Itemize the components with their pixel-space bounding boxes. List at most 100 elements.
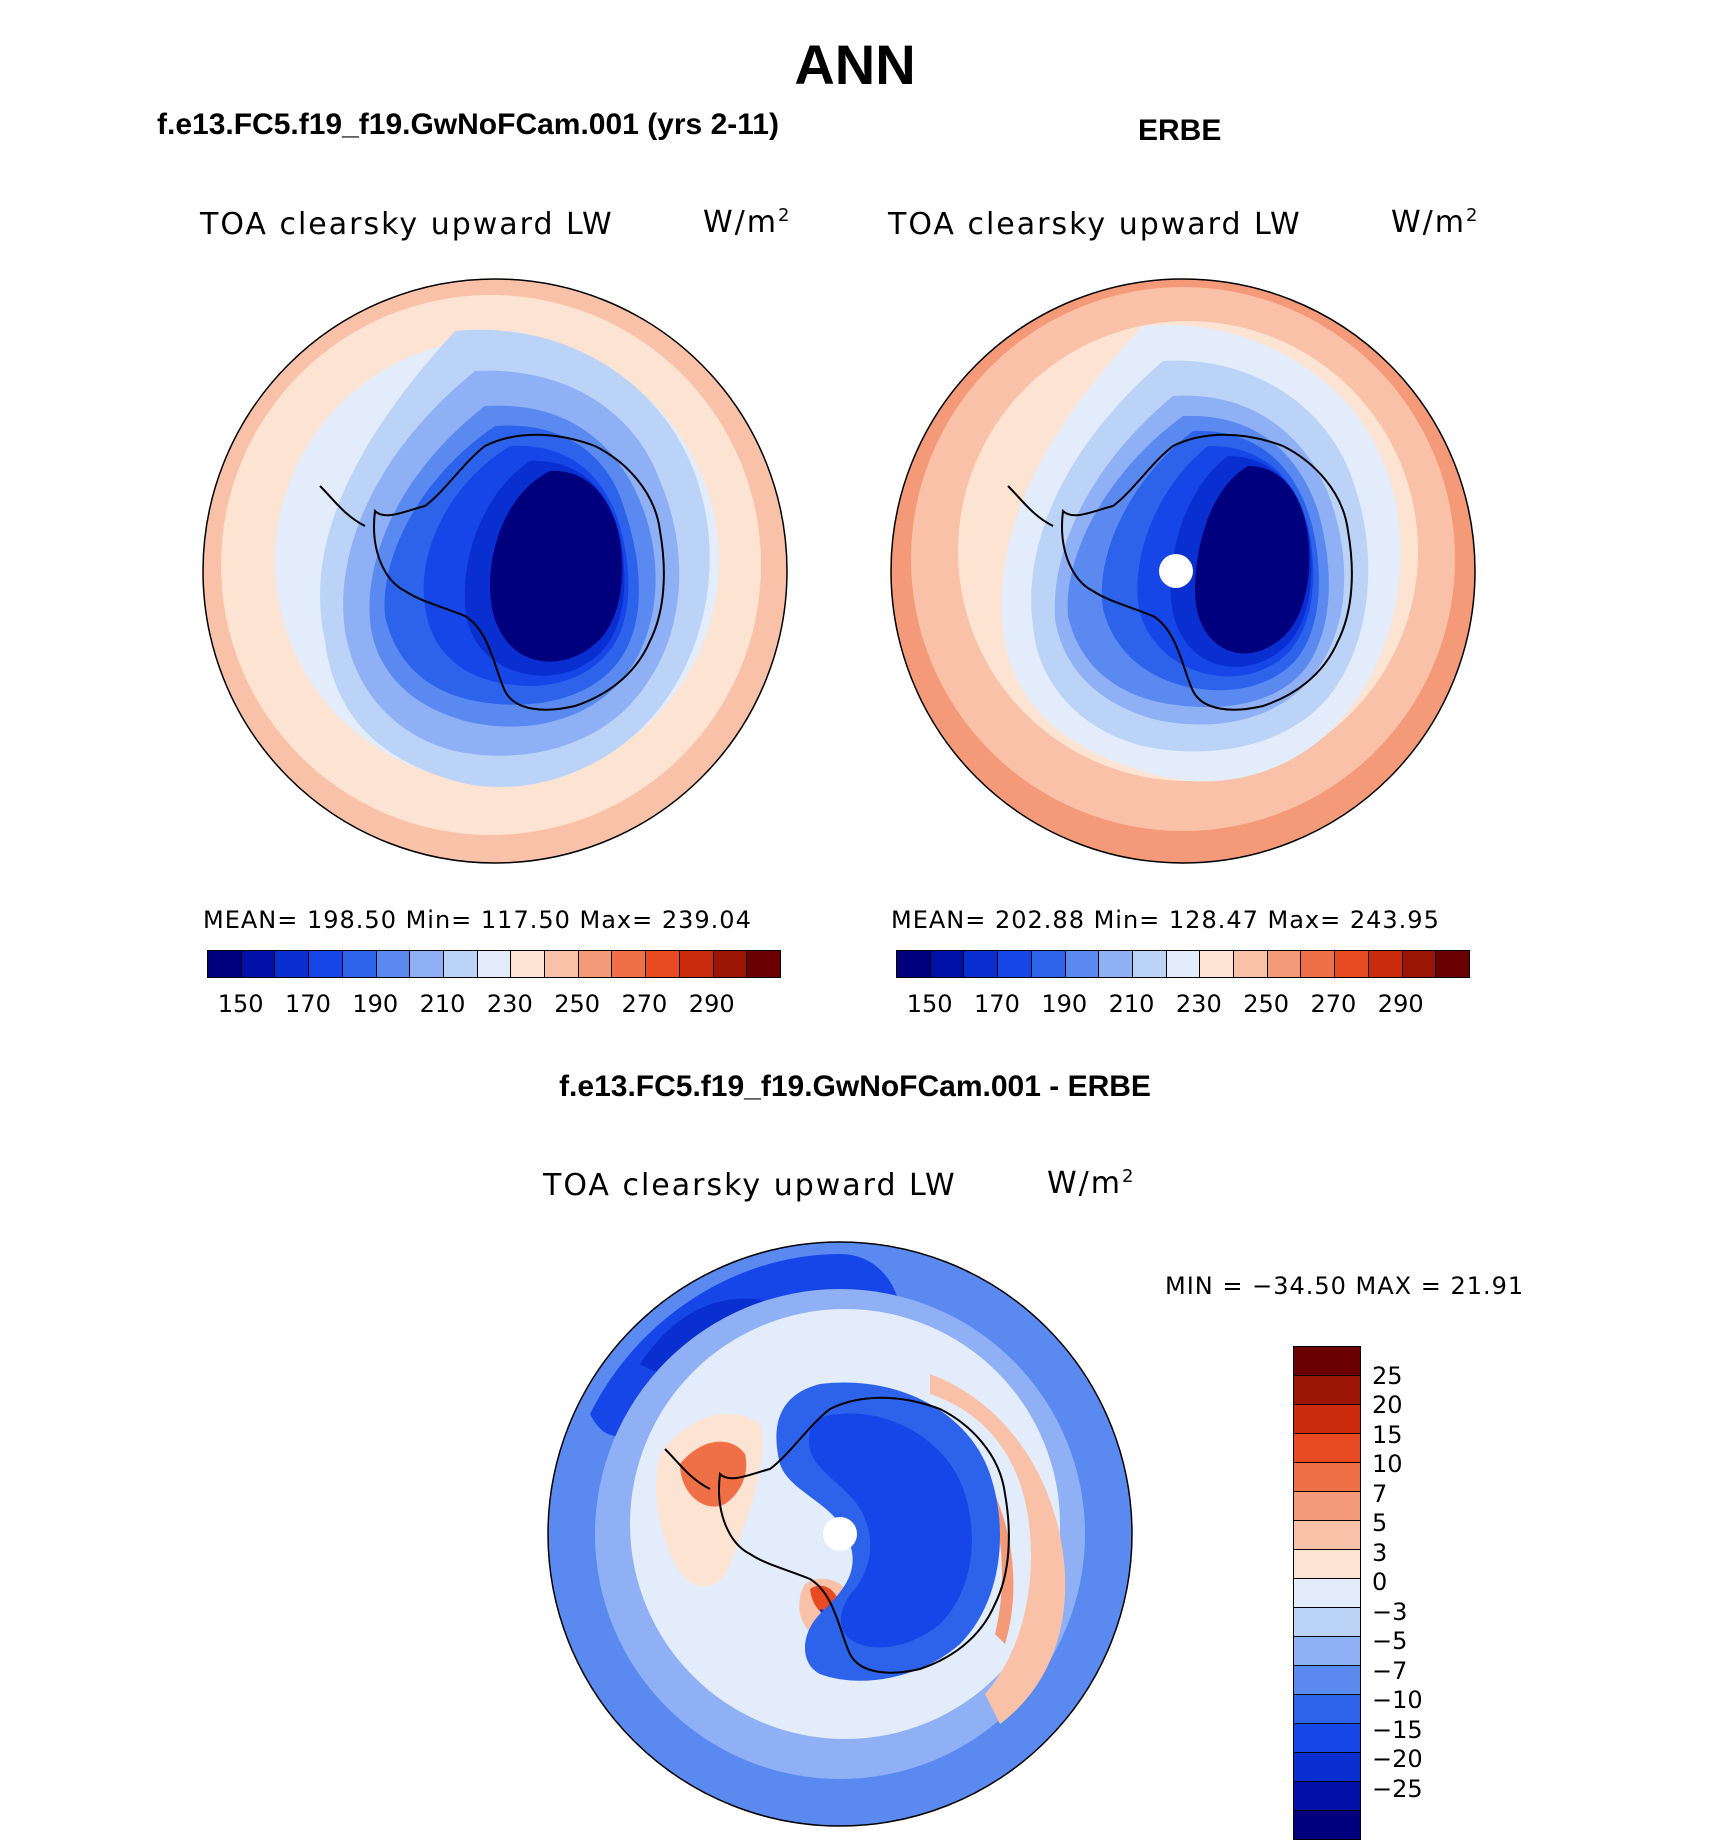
colorbar-swatch — [342, 951, 377, 977]
colorbar-swatch — [1200, 951, 1235, 977]
diff-stats: MIN = −34.50 MAX = 21.91 — [1165, 1272, 1525, 1300]
colorbar-tick-label: 15 — [1372, 1420, 1403, 1449]
colorbar-swatch — [1294, 1521, 1360, 1550]
colorbar-swatch — [443, 951, 478, 977]
colorbar-swatch — [1301, 951, 1336, 977]
colorbar-swatch — [646, 951, 680, 977]
colorbar-tick-label: 150 — [217, 990, 264, 1018]
colorbar-tick-label: 10 — [1372, 1450, 1403, 1478]
colorbar-swatch — [1031, 951, 1066, 977]
colorbar-swatch — [1294, 1753, 1360, 1782]
colorbar-swatch — [1294, 1724, 1360, 1753]
colorbar-swatch — [930, 951, 965, 977]
colorbar-tick-label: 290 — [688, 990, 735, 1018]
colorbar-swatch — [1294, 1463, 1360, 1492]
page-title: ANN — [794, 33, 916, 96]
colorbar-tick-label: 150 — [906, 990, 953, 1018]
colorbar-swatch — [578, 951, 613, 977]
colorbar-swatch — [376, 951, 411, 977]
colorbar-tick-label: 7 — [1372, 1479, 1388, 1508]
colorbar-swatch — [679, 951, 714, 977]
colorbar-tick-label: 210 — [419, 990, 466, 1018]
colorbar-swatch — [511, 951, 546, 977]
colorbar-tick-label: 20 — [1372, 1391, 1403, 1419]
colorbar-tick-label: 5 — [1372, 1509, 1388, 1537]
colorbar-swatch — [1335, 951, 1369, 977]
colorbar-swatch — [713, 951, 748, 977]
colorbar-swatch — [964, 951, 999, 977]
colorbar-tick-label: −5 — [1372, 1627, 1408, 1655]
colorbar-swatch — [1294, 1666, 1360, 1695]
obs-map — [890, 278, 1476, 864]
colorbar-tick-label: 25 — [1372, 1361, 1403, 1390]
colorbar-swatch — [1132, 951, 1167, 977]
colorbar-swatch — [998, 951, 1032, 977]
model-case-title: f.e13.FC5.f19_f19.GwNoFCam.001 (yrs 2-11… — [157, 108, 779, 141]
colorbar-tick-label: 190 — [352, 990, 399, 1018]
colorbar-tick-label: 190 — [1041, 990, 1088, 1018]
diff-map — [547, 1241, 1133, 1827]
colorbar-swatch — [208, 951, 242, 977]
colorbar-swatch — [747, 951, 780, 977]
model-map — [202, 278, 788, 864]
model-colorbar-ticks: 150 170 190 210 230 250 270 290 — [207, 990, 779, 1020]
obs-stats: MEAN= 202.88 Min= 128.47 Max= 243.95 — [891, 906, 1440, 934]
colorbar-swatch — [1234, 951, 1268, 977]
colorbar-swatch — [1294, 1405, 1360, 1434]
colorbar-swatch — [241, 951, 276, 977]
model-units-label: W/m2 — [703, 205, 792, 240]
model-stats: MEAN= 198.50 Min= 117.50 Max= 239.04 — [203, 906, 752, 934]
diff-variable-label: TOA clearsky upward LW — [543, 1168, 957, 1203]
colorbar-swatch — [275, 951, 310, 977]
colorbar-swatch — [1294, 1782, 1360, 1811]
colorbar-tick-label: 170 — [285, 990, 331, 1018]
colorbar-swatch — [1294, 1434, 1360, 1463]
colorbar-tick-label: 230 — [486, 990, 533, 1018]
colorbar-tick-label: −7 — [1372, 1656, 1408, 1685]
diff-colorbar — [1293, 1346, 1361, 1840]
obs-colorbar — [896, 950, 1470, 978]
colorbar-tick-label: 250 — [554, 990, 601, 1018]
obs-variable-label: TOA clearsky upward LW — [888, 207, 1302, 242]
colorbar-swatch — [410, 951, 444, 977]
colorbar-tick-label: −3 — [1372, 1597, 1408, 1626]
colorbar-swatch — [1294, 1811, 1360, 1839]
colorbar-swatch — [1436, 951, 1469, 977]
colorbar-swatch — [1294, 1579, 1360, 1608]
colorbar-tick-label: 210 — [1108, 990, 1155, 1018]
model-variable-label: TOA clearsky upward LW — [200, 207, 614, 242]
colorbar-swatch — [612, 951, 647, 977]
obs-units-label: W/m2 — [1391, 205, 1480, 240]
colorbar-swatch — [1166, 951, 1201, 977]
colorbar-tick-label: −25 — [1372, 1774, 1423, 1803]
colorbar-swatch — [1368, 951, 1403, 977]
obs-colorbar-ticks: 150 170 190 210 230 250 270 290 — [896, 990, 1468, 1020]
colorbar-swatch — [1294, 1492, 1360, 1521]
colorbar-swatch — [897, 951, 931, 977]
diff-case-title: f.e13.FC5.f19_f19.GwNoFCam.001 - ERBE — [559, 1070, 1151, 1103]
colorbar-tick-label: 3 — [1372, 1538, 1388, 1567]
colorbar-swatch — [1402, 951, 1437, 977]
colorbar-swatch — [477, 951, 512, 977]
colorbar-swatch — [1294, 1550, 1360, 1579]
diff-colorbar-ticks: 25 20 15 10 7 5 3 0 −3 −5 −7 −10 −15 −20 −25 — [1372, 1346, 1452, 1840]
colorbar-tick-label: 250 — [1243, 990, 1290, 1018]
colorbar-swatch — [1065, 951, 1100, 977]
model-colorbar — [207, 950, 781, 978]
colorbar-tick-label: 170 — [974, 990, 1020, 1018]
colorbar-swatch — [1294, 1347, 1360, 1376]
diff-units-label: W/m2 — [1047, 1166, 1136, 1201]
colorbar-tick-label: 270 — [1310, 990, 1357, 1018]
colorbar-tick-label: 0 — [1372, 1568, 1388, 1596]
colorbar-swatch — [545, 951, 579, 977]
colorbar-tick-label: 270 — [621, 990, 668, 1018]
colorbar-swatch — [1267, 951, 1302, 977]
colorbar-swatch — [309, 951, 343, 977]
colorbar-tick-label: 290 — [1377, 990, 1424, 1018]
colorbar-tick-label: −20 — [1372, 1745, 1423, 1773]
colorbar-swatch — [1294, 1637, 1360, 1666]
colorbar-swatch — [1294, 1695, 1360, 1724]
colorbar-tick-label: 230 — [1175, 990, 1222, 1018]
obs-case-title: ERBE — [1138, 114, 1222, 147]
colorbar-swatch — [1294, 1376, 1360, 1405]
